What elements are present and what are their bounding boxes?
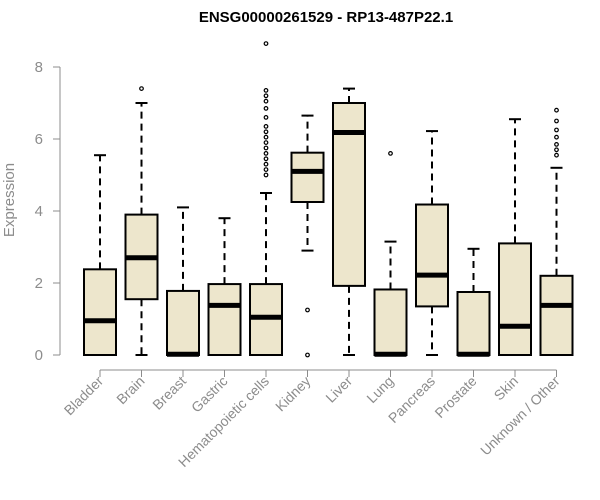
outlier-point <box>554 118 559 124</box>
iqr-box <box>83 268 117 357</box>
iqr-box <box>207 283 242 356</box>
outlier-point <box>263 167 269 173</box>
box-group <box>332 87 366 356</box>
x-tick-label: Brain <box>113 373 147 407</box>
outlier-point <box>263 156 269 162</box>
y-axis-label: Expression <box>1 163 18 237</box>
iqr-box <box>373 288 408 357</box>
y-tick-label: 8 <box>35 59 43 76</box>
outlier-point <box>554 147 559 153</box>
x-tick-label: Bladder <box>61 373 107 419</box>
outlier-point <box>263 41 269 46</box>
box-group <box>83 154 117 357</box>
outlier-point <box>305 352 310 358</box>
box-group <box>124 86 159 356</box>
box-group <box>166 206 200 357</box>
iqr-box <box>290 151 325 203</box>
outlier-point <box>305 307 310 313</box>
outlier-point <box>263 123 269 129</box>
box-group <box>373 150 408 357</box>
iqr-box <box>456 291 491 356</box>
x-tick-label: Prostate <box>431 373 479 421</box>
box-group <box>249 41 283 356</box>
outlier-point <box>263 98 269 104</box>
outlier-point <box>263 150 269 156</box>
outlier-point <box>554 134 559 140</box>
outlier-point <box>388 150 393 156</box>
outlier-point <box>263 105 269 111</box>
iqr-box <box>498 242 532 356</box>
box-group <box>498 118 532 356</box>
outlier-point <box>263 134 269 140</box>
outlier-point <box>263 161 269 167</box>
y-tick-label: 2 <box>35 275 43 292</box>
x-tick-label: Lung <box>363 373 396 406</box>
iqr-box <box>415 203 449 308</box>
outlier-point <box>554 152 559 158</box>
outlier-point <box>263 114 269 120</box>
y-tick-label: 0 <box>35 347 43 364</box>
outlier-point <box>263 87 269 93</box>
x-tick-label: Liver <box>322 373 355 406</box>
x-tick-label: Kidney <box>272 373 314 415</box>
plot-area <box>83 41 574 358</box>
outlier-point <box>263 93 269 99</box>
outlier-point <box>554 107 559 113</box>
x-tick-label: Skin <box>491 373 522 404</box>
box-group <box>290 114 325 358</box>
x-tick-label: Breast <box>149 373 189 413</box>
box-group <box>456 247 491 357</box>
box-group <box>207 217 242 356</box>
outlier-point <box>263 172 269 178</box>
y-axis: 0 2 4 6 8 <box>35 59 61 364</box>
iqr-box <box>539 274 574 356</box>
outlier-point <box>554 127 559 133</box>
outlier-point <box>263 140 269 146</box>
outlier-point <box>263 145 269 151</box>
y-tick-label: 6 <box>35 131 43 148</box>
y-tick-label: 4 <box>35 203 43 220</box>
box-group <box>539 107 574 356</box>
outlier-point <box>263 129 269 135</box>
x-tick-label: Unknown / Other <box>477 373 563 459</box>
chart-title: ENSG00000261529 - RP13-487P22.1 <box>199 9 453 26</box>
outlier-point <box>554 141 559 147</box>
iqr-box <box>166 289 200 357</box>
box-group <box>415 130 449 356</box>
outlier-point <box>139 86 144 91</box>
